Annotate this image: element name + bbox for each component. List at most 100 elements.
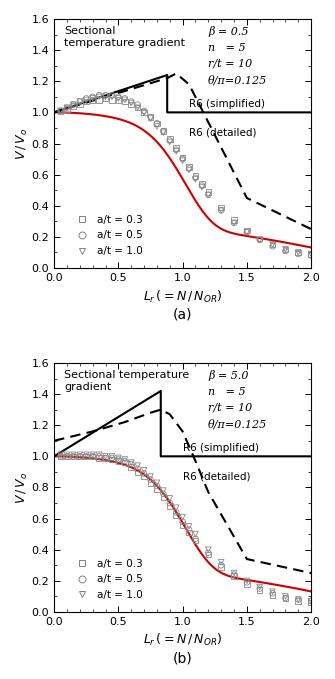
Point: [161, 488, 166, 499]
Point: [135, 99, 140, 110]
Point: [270, 241, 275, 252]
Point: [218, 562, 224, 572]
Point: [116, 92, 121, 103]
Point: [186, 521, 192, 532]
Point: [77, 451, 82, 462]
Point: [96, 449, 102, 460]
Point: [309, 249, 314, 259]
Point: [161, 485, 166, 496]
Point: [109, 452, 115, 463]
Point: [154, 483, 159, 494]
Point: [161, 127, 166, 138]
Point: [90, 449, 95, 460]
Point: [167, 498, 173, 509]
Point: [161, 126, 166, 136]
Point: [167, 136, 173, 147]
Point: [64, 451, 70, 462]
Point: [257, 234, 262, 245]
Point: [103, 451, 108, 462]
Point: [295, 595, 301, 606]
Point: [174, 510, 179, 521]
Point: [180, 153, 185, 164]
Point: [218, 205, 224, 216]
Point: [231, 571, 237, 582]
Point: [71, 99, 76, 110]
Point: [103, 452, 108, 463]
Legend: a/t = 0.3, a/t = 0.5, a/t = 1.0: a/t = 0.3, a/t = 0.5, a/t = 1.0: [67, 555, 147, 604]
Point: [218, 202, 224, 213]
Point: [193, 535, 198, 546]
Point: [109, 90, 115, 100]
Point: [148, 474, 153, 485]
Point: [186, 162, 192, 172]
Point: [109, 454, 115, 465]
Point: [58, 105, 63, 116]
Text: (b): (b): [173, 652, 193, 666]
Point: [141, 107, 147, 118]
Point: [231, 568, 237, 579]
Point: [309, 595, 314, 606]
Point: [116, 93, 121, 104]
Point: [77, 451, 82, 462]
Point: [283, 246, 288, 257]
Point: [71, 451, 76, 462]
Point: [283, 244, 288, 255]
Point: [141, 471, 147, 482]
Point: [109, 451, 115, 462]
Text: R6 (simplified): R6 (simplified): [189, 99, 265, 109]
Y-axis label: $V\,/\,V_o$: $V\,/\,V_o$: [15, 128, 30, 160]
Point: [141, 468, 147, 479]
Point: [122, 457, 127, 468]
Point: [71, 449, 76, 460]
Point: [148, 113, 153, 124]
Point: [309, 598, 314, 608]
Point: [83, 451, 89, 462]
Point: [167, 493, 173, 504]
Point: [96, 94, 102, 105]
Legend: a/t = 0.3, a/t = 0.5, a/t = 1.0: a/t = 0.3, a/t = 0.5, a/t = 1.0: [67, 210, 147, 260]
Point: [186, 524, 192, 535]
Point: [257, 583, 262, 594]
Point: [199, 180, 205, 191]
Point: [71, 99, 76, 110]
Point: [174, 507, 179, 518]
Point: [309, 250, 314, 261]
Point: [270, 589, 275, 600]
Point: [206, 189, 211, 200]
Point: [77, 449, 82, 460]
Point: [148, 111, 153, 122]
Text: R6 (detailed): R6 (detailed): [183, 471, 250, 481]
Point: [218, 560, 224, 571]
Point: [174, 146, 179, 157]
Point: [135, 103, 140, 113]
Point: [83, 449, 89, 460]
Point: [206, 547, 211, 558]
Point: [174, 145, 179, 155]
Point: [231, 215, 237, 225]
Text: R6 (detailed): R6 (detailed): [189, 127, 257, 137]
Point: [244, 579, 250, 589]
Point: [244, 225, 250, 236]
Point: [122, 93, 127, 104]
Point: [83, 94, 89, 105]
Point: [154, 481, 159, 492]
Point: [135, 103, 140, 113]
Point: [135, 460, 140, 471]
Point: [270, 588, 275, 599]
Point: [77, 96, 82, 107]
Point: [231, 217, 237, 228]
Point: [77, 99, 82, 110]
Point: [161, 126, 166, 136]
Point: [283, 593, 288, 604]
Point: [64, 104, 70, 115]
Point: [58, 105, 63, 116]
Point: [231, 217, 237, 228]
Point: [64, 449, 70, 460]
Point: [199, 182, 205, 193]
Point: [141, 105, 147, 116]
Point: [116, 454, 121, 465]
Text: β = 5.0
n   = 5
r/t = 10
θ/π=0.125: β = 5.0 n = 5 r/t = 10 θ/π=0.125: [208, 371, 268, 429]
Point: [90, 451, 95, 462]
Point: [295, 249, 301, 259]
Point: [206, 186, 211, 197]
